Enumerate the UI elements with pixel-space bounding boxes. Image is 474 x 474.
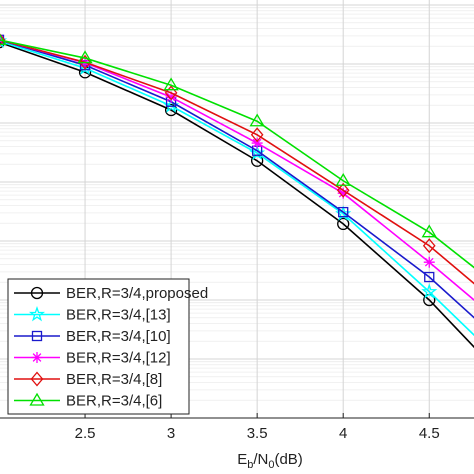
marker: [30, 371, 44, 387]
marker: [424, 271, 435, 283]
x-label-part: (dB): [274, 451, 302, 468]
marker: [164, 85, 178, 101]
x-label-part: /N: [253, 451, 268, 468]
x-tick-label: 4.5: [419, 425, 440, 442]
marker: [77, 50, 93, 64]
marker: [422, 238, 436, 254]
x-axis-label: Eb/N0(dB): [237, 451, 303, 471]
legend-label: BER,R=3/4,[8]: [66, 371, 162, 388]
marker: [31, 330, 43, 342]
marker: [421, 224, 437, 238]
x-tick-label: 3: [167, 425, 175, 442]
x-label-part: b: [247, 459, 253, 471]
marker: [423, 256, 435, 268]
x-tick-label: 3.5: [247, 425, 268, 442]
marker: [335, 172, 351, 186]
marker: [250, 127, 264, 143]
marker: [0, 33, 6, 47]
marker: [336, 182, 350, 198]
x-label-part: E: [237, 451, 247, 468]
marker: [165, 91, 177, 103]
marker: [31, 352, 43, 363]
x-tick-label: 2.5: [75, 425, 96, 442]
marker: [338, 206, 349, 218]
marker: [337, 187, 349, 199]
marker: [28, 306, 46, 322]
marker: [164, 103, 178, 117]
x-tick-label: 4: [339, 425, 347, 442]
marker: [251, 137, 263, 149]
legend-box: [7, 278, 190, 415]
marker: [337, 217, 350, 231]
marker: [249, 113, 265, 127]
series-line: [0, 39, 474, 269]
plot-area: [0, 33, 474, 349]
x-label-part: 0: [268, 459, 274, 471]
legend-label: BER,R=3/4,[6]: [66, 393, 162, 410]
marker: [421, 283, 438, 299]
legend-label: BER,R=3/4,[12]: [66, 350, 171, 367]
marker: [163, 77, 179, 91]
series-line: [0, 41, 474, 349]
legend: BER,R=3/4,proposed BER,R=3/4,[13] BER,R=3/…: [7, 278, 208, 415]
legend-label: BER,R=3/4,proposed: [66, 285, 208, 302]
marker: [30, 286, 44, 300]
legend-label: BER,R=3/4,[13]: [66, 307, 171, 324]
legend-label: BER,R=3/4,[10]: [66, 328, 171, 345]
marker: [78, 54, 92, 70]
marker: [29, 392, 45, 406]
marker: [0, 33, 7, 45]
